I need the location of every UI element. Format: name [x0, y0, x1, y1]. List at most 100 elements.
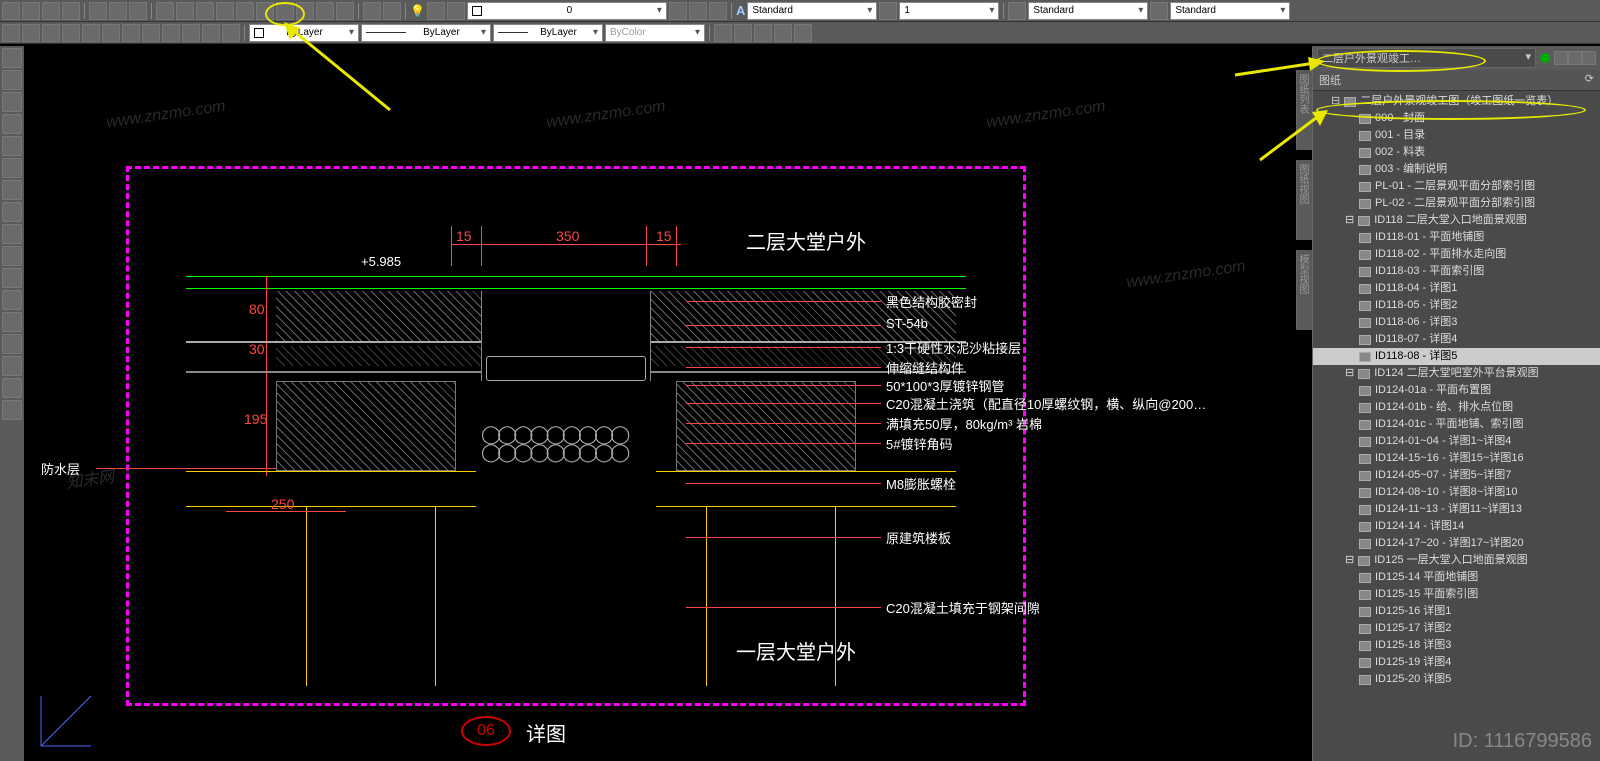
tree-item[interactable]: PL-02 - 二层景观平面分部索引图: [1313, 195, 1600, 212]
linetype-dropdown[interactable]: ByLayer: [361, 24, 491, 42]
tb-btn[interactable]: [42, 24, 60, 42]
tb-btn[interactable]: [196, 2, 214, 20]
copy-tool[interactable]: [2, 246, 22, 266]
tree-item[interactable]: ID124-01a - 平面布置图: [1313, 382, 1600, 399]
tree-item[interactable]: ⊟ ID125 一层大堂入口地面景观图: [1313, 552, 1600, 569]
tree-item[interactable]: ⊟ ID118 二层大堂入口地面景观图: [1313, 212, 1600, 229]
arc-tool[interactable]: [2, 114, 22, 134]
tree-item[interactable]: ID124-17~20 - 详图17~详图20: [1313, 535, 1600, 552]
tree-item[interactable]: 001 - 目录: [1313, 127, 1600, 144]
tree-item[interactable]: ID125-14 平面地铺图: [1313, 569, 1600, 586]
tree-item[interactable]: 003 - 编制说明: [1313, 161, 1600, 178]
tb-btn[interactable]: [216, 2, 234, 20]
tree-item[interactable]: ID118-06 - 详图3: [1313, 314, 1600, 331]
tb-btn[interactable]: [82, 24, 100, 42]
pline-tool[interactable]: [2, 70, 22, 90]
tb-btn[interactable]: [129, 2, 147, 20]
tree-item[interactable]: ID118-01 - 平面地铺图: [1313, 229, 1600, 246]
hatch-tool[interactable]: [2, 158, 22, 178]
style3-dropdown[interactable]: Standard: [1028, 2, 1148, 20]
tb-btn[interactable]: [447, 2, 465, 20]
tb-btn[interactable]: [734, 24, 752, 42]
tree-item[interactable]: ID124-15~16 - 详图15~详图16: [1313, 450, 1600, 467]
tree-item[interactable]: ID124-08~10 - 详图8~详图10: [1313, 484, 1600, 501]
side-tab-2[interactable]: 图纸视图: [1296, 160, 1312, 240]
tb-btn[interactable]: [669, 2, 687, 20]
tb-btn[interactable]: [316, 2, 334, 20]
tree-item[interactable]: ID124-01b - 给、排水点位图: [1313, 399, 1600, 416]
circle-tool[interactable]: [2, 92, 22, 112]
array-tool[interactable]: [2, 400, 22, 420]
layer-dropdown[interactable]: 0: [467, 2, 667, 20]
panel-btn[interactable]: [1554, 51, 1568, 65]
tb-btn[interactable]: [62, 2, 80, 20]
tb-btn[interactable]: [709, 2, 727, 20]
tree-item[interactable]: ID118-05 - 详图2: [1313, 297, 1600, 314]
extend-tool[interactable]: [2, 312, 22, 332]
rotate-tool[interactable]: [2, 268, 22, 288]
tb-btn[interactable]: [176, 2, 194, 20]
textstyle-dropdown[interactable]: Standard: [747, 2, 877, 20]
color-dropdown[interactable]: ByLayer: [249, 24, 359, 42]
tree-item[interactable]: ID125-15 平面索引图: [1313, 586, 1600, 603]
style4-dropdown[interactable]: Standard: [1170, 2, 1290, 20]
tb-btn[interactable]: [774, 24, 792, 42]
tb-btn[interactable]: [42, 2, 60, 20]
tb-btn[interactable]: [336, 2, 354, 20]
tb-btn[interactable]: [2, 24, 20, 42]
dimstyle-dropdown[interactable]: 1: [899, 2, 999, 20]
tb-btn[interactable]: [109, 2, 127, 20]
tb-btn[interactable]: [1008, 2, 1026, 20]
tb-btn[interactable]: [62, 24, 80, 42]
tree-item[interactable]: ID125-19 详图4: [1313, 654, 1600, 671]
side-tab-3[interactable]: 模型视图: [1296, 250, 1312, 330]
tb-btn[interactable]: [2, 2, 20, 20]
sheet-tree[interactable]: ⊟ 二层户外景观竣工图（竣工图纸一览表） 000 - 封面 001 - 目录 0…: [1313, 91, 1600, 756]
tb-btn[interactable]: [794, 24, 812, 42]
tb-btn[interactable]: [714, 24, 732, 42]
tb-btn[interactable]: [1150, 2, 1168, 20]
offset-tool[interactable]: [2, 334, 22, 354]
tree-item[interactable]: ⊟ ID124 二层大堂吧室外平台景观图: [1313, 365, 1600, 382]
tb-btn[interactable]: [202, 24, 220, 42]
side-tab-sheets[interactable]: 图纸列表: [1296, 70, 1312, 150]
lineweight-dropdown[interactable]: ByLayer: [493, 24, 603, 42]
tree-item[interactable]: 002 - 料表: [1313, 144, 1600, 161]
tree-item[interactable]: ID125-17 详图2: [1313, 620, 1600, 637]
tb-btn[interactable]: [427, 2, 445, 20]
tb-btn[interactable]: [162, 24, 180, 42]
tb-btn[interactable]: [754, 24, 772, 42]
tb-btn[interactable]: [363, 2, 381, 20]
tree-item[interactable]: ID118-03 - 平面索引图: [1313, 263, 1600, 280]
refresh-icon[interactable]: ⟳: [1585, 72, 1594, 88]
tree-item[interactable]: ID125-20 详图5: [1313, 671, 1600, 688]
text-tool[interactable]: [2, 180, 22, 200]
tree-item[interactable]: ID124-01c - 平面地铺、索引图: [1313, 416, 1600, 433]
tree-item[interactable]: ID118-07 - 详图4: [1313, 331, 1600, 348]
drawing-canvas[interactable]: www.znzmo.com www.znzmo.com www.znzmo.co…: [26, 46, 1310, 761]
tb-btn[interactable]: [142, 24, 160, 42]
tree-item[interactable]: ID124-11~13 - 详图11~详图13: [1313, 501, 1600, 518]
tree-item[interactable]: ID118-04 - 详图1: [1313, 280, 1600, 297]
tree-item[interactable]: ID124-14 - 详图14: [1313, 518, 1600, 535]
plotstyle-dropdown[interactable]: ByColor: [605, 24, 705, 42]
tb-btn[interactable]: [182, 24, 200, 42]
tree-item[interactable]: ID118-08 - 详图5: [1313, 348, 1600, 365]
rect-tool[interactable]: [2, 136, 22, 156]
tb-btn[interactable]: [102, 24, 120, 42]
mirror-tool[interactable]: [2, 356, 22, 376]
line-tool[interactable]: [2, 48, 22, 68]
tb-btn[interactable]: [689, 2, 707, 20]
tree-item[interactable]: ID124-05~07 - 详图5~详图7: [1313, 467, 1600, 484]
tree-item[interactable]: ID125-18 详图3: [1313, 637, 1600, 654]
move-tool[interactable]: [2, 224, 22, 244]
panel-btn[interactable]: [1582, 51, 1596, 65]
tree-item[interactable]: ID124-01~04 - 详图1~详图4: [1313, 433, 1600, 450]
tb-btn[interactable]: [22, 2, 40, 20]
tb-btn[interactable]: [122, 24, 140, 42]
tree-item[interactable]: PL-01 - 二层景观平面分部索引图: [1313, 178, 1600, 195]
tree-item[interactable]: ID118-02 - 平面排水走向图: [1313, 246, 1600, 263]
tb-btn[interactable]: [879, 2, 897, 20]
tb-btn[interactable]: [236, 2, 254, 20]
fillet-tool[interactable]: [2, 378, 22, 398]
